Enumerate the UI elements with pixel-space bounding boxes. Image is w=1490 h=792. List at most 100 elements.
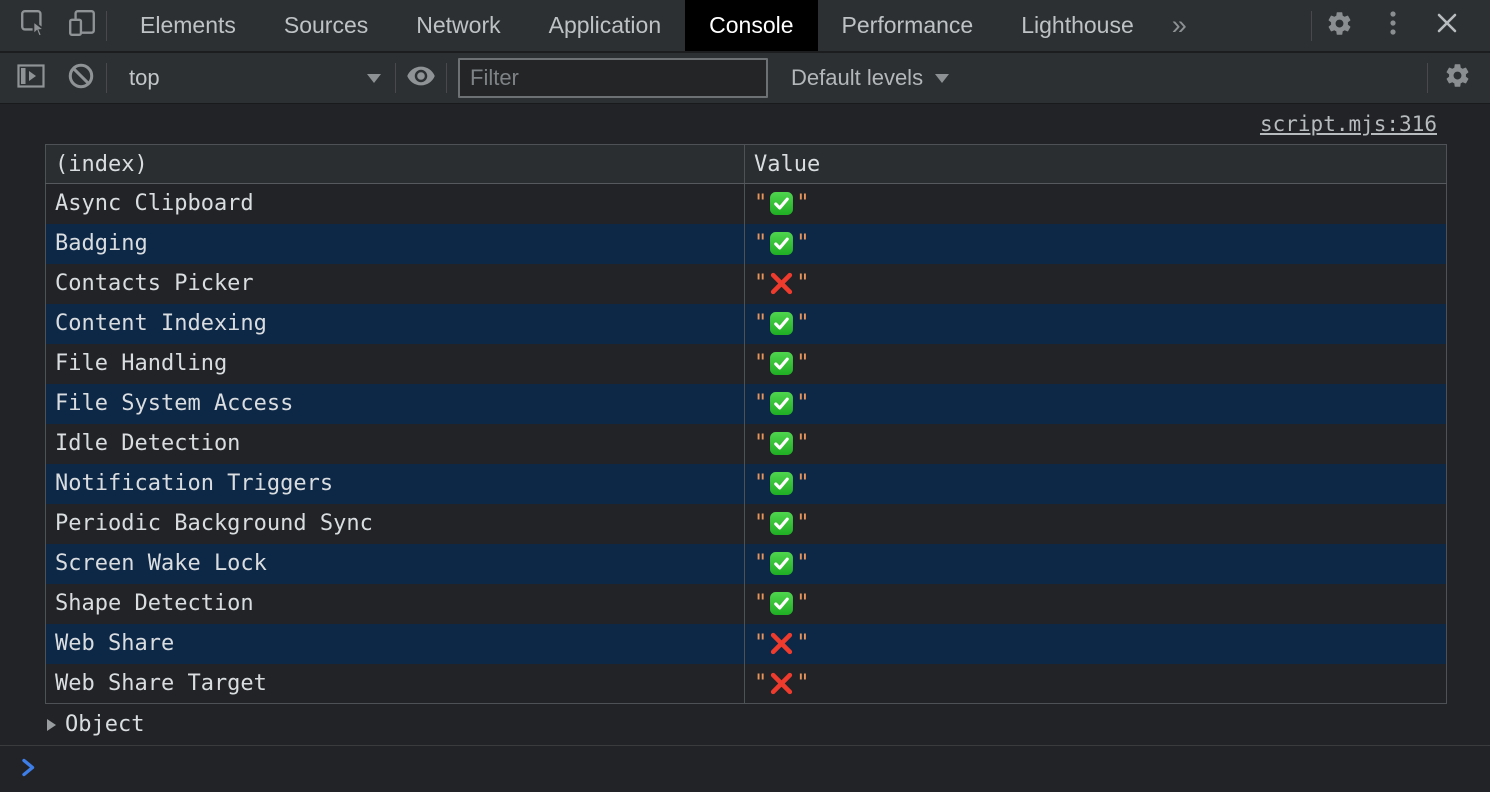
row-index-cell: Shape Detection [45,583,745,624]
log-levels-label: Default levels [791,65,924,90]
devtools-tabbar: Elements Sources Network Application Con… [0,0,1490,53]
tab-application[interactable]: Application [548,12,662,38]
tab-elements[interactable]: Elements [140,12,236,38]
kebab-menu-icon [1389,9,1397,42]
row-index-cell: Periodic Background Sync [45,503,745,544]
chevron-down-icon [935,73,950,83]
string-quote: " [796,271,810,296]
filter-input[interactable] [458,58,768,98]
eye-icon [406,61,436,96]
tab-performance[interactable]: Performance [841,12,974,38]
source-link[interactable]: script.mjs:316 [1259,112,1437,136]
table-row: File System Access " [45,383,1447,424]
inspect-element-button[interactable] [10,0,58,51]
check-emoji-icon [769,351,794,376]
row-value-cell: " [745,344,1447,384]
cross-emoji-icon [769,631,794,656]
table-row: Idle Detection " [45,423,1447,464]
create-live-expression-button[interactable] [396,53,446,103]
string-quote: " [754,591,768,616]
toolbar-divider [106,10,107,41]
check-emoji-icon [769,551,794,576]
settings-button[interactable] [1312,0,1366,51]
console-toolbar-right [1427,53,1490,103]
toolbar-divider [1311,10,1312,41]
row-index-cell: Contacts Picker [45,263,745,304]
table-row: Async Clipboard " [45,183,1447,224]
device-toolbar-icon [67,8,97,43]
prompt-chevron-icon [20,757,37,792]
close-devtools-button[interactable] [1420,0,1474,51]
row-value-cell: " [745,664,1447,704]
row-index-cell: Web Share [45,623,745,664]
string-quote: " [796,231,810,256]
row-index-cell: Notification Triggers [45,463,745,504]
row-value-cell: " [745,624,1447,664]
console-messages: script.mjs:316 (index) Value Async Clipb… [0,104,1490,792]
ban-icon [67,62,95,95]
message-source-row: script.mjs:316 [0,104,1490,144]
console-prompt[interactable] [0,746,1490,792]
string-quote: " [796,471,810,496]
table-row: Contacts Picker " [45,263,1447,304]
more-options-button[interactable] [1366,0,1420,51]
row-value-cell: " [745,504,1447,544]
feature-table-body: Async Clipboard " [45,183,1447,704]
string-quote: " [796,631,810,656]
javascript-context-selector[interactable]: top [115,53,395,103]
string-quote: " [754,670,768,696]
toolbar-divider [1427,63,1428,93]
string-quote: " [796,391,810,416]
toolbar-divider [395,63,396,93]
string-quote: " [754,191,768,217]
toggle-device-toolbar-button[interactable] [58,0,106,51]
column-header-index[interactable]: (index) [45,144,745,184]
row-index-cell: Web Share Target [45,663,745,704]
console-settings-button[interactable] [1428,53,1486,103]
string-quote: " [796,311,810,336]
more-tabs-icon[interactable]: » [1171,10,1187,40]
string-quote: " [754,471,768,496]
log-levels-dropdown[interactable]: Default levels [785,53,955,103]
cross-emoji-icon [769,671,794,696]
check-emoji-icon [769,471,794,496]
table-row: File Handling " [45,343,1447,384]
row-value-cell: " [745,464,1447,504]
string-quote: " [754,551,768,576]
clear-console-button[interactable] [56,53,106,103]
triangle-right-icon [47,718,56,731]
show-console-sidebar-button[interactable] [6,53,56,103]
toolbar-divider [106,63,107,93]
tabbar-left-icons [0,0,107,51]
row-value-cell: " [745,424,1447,464]
table-row: Web Share " [45,623,1447,664]
string-quote: " [754,351,768,376]
row-index-cell: Screen Wake Lock [45,543,745,584]
tab-network[interactable]: Network [416,12,501,38]
table-row: Shape Detection " [45,583,1447,624]
column-header-value[interactable]: Value [744,144,1447,184]
row-index-cell: Content Indexing [45,303,745,344]
inspect-cursor-icon [19,8,49,43]
string-quote: " [754,391,768,416]
tab-lighthouse[interactable]: Lighthouse [1021,12,1134,38]
string-quote: " [754,231,768,256]
tab-sources[interactable]: Sources [283,12,369,38]
check-emoji-icon [769,191,794,216]
string-quote: " [796,591,810,616]
row-index-cell: Async Clipboard [45,183,745,224]
string-quote: " [796,351,810,376]
string-quote: " [796,511,810,536]
string-quote: " [754,271,768,296]
string-quote: " [796,431,810,456]
object-expander[interactable]: Object [0,704,1490,746]
tab-console[interactable]: Console [685,0,818,51]
check-emoji-icon [769,391,794,416]
row-value-cell: " [745,384,1447,424]
console-toolbar: top Default levels [0,53,1490,104]
table-header-row: (index) Value [45,144,1447,184]
context-label: top [129,65,160,90]
row-value-cell: " [745,264,1447,304]
object-label: Object [65,712,145,737]
